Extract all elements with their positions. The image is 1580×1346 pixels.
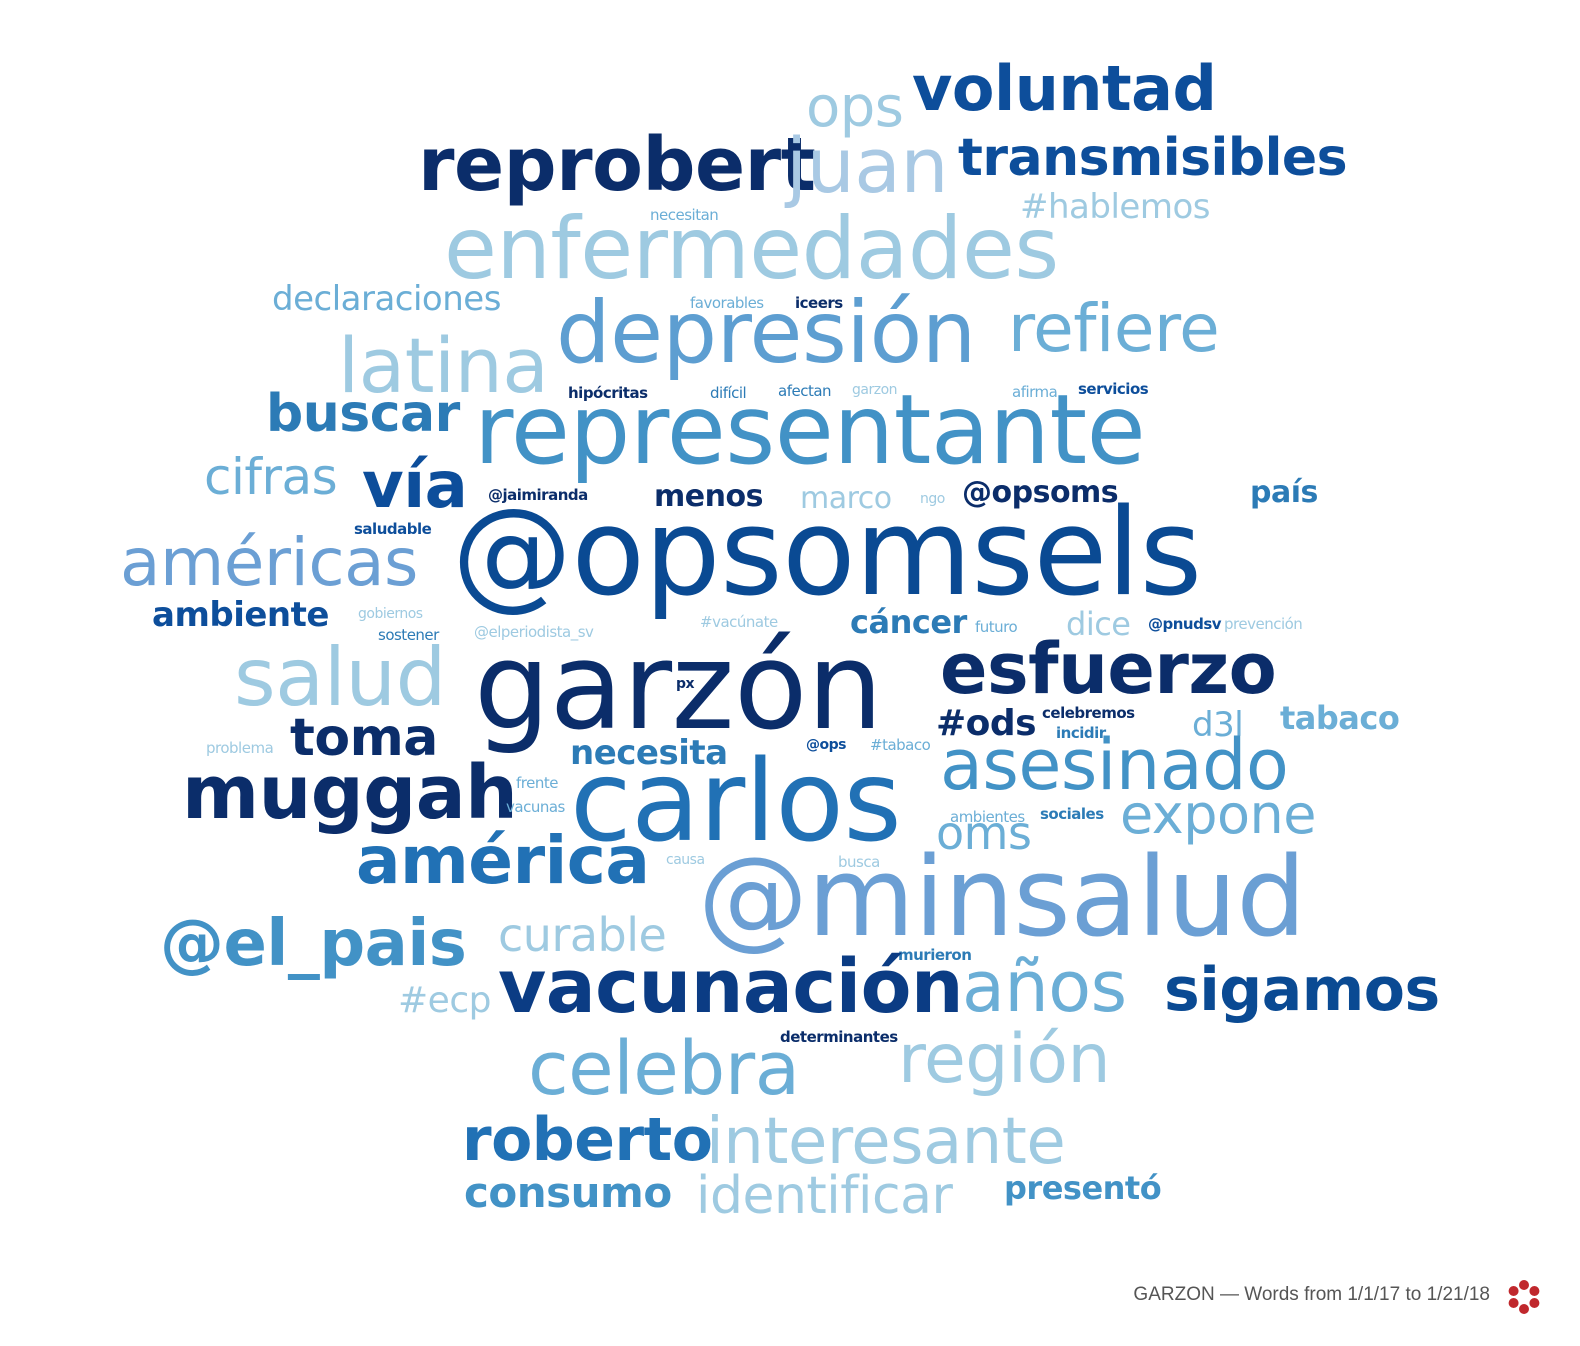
cloud-word: enfermedades (444, 199, 1059, 299)
cloud-word: vacunación (498, 944, 964, 1030)
cloud-word: buscar (266, 384, 460, 444)
cloud-word: américa (356, 822, 650, 899)
cloud-word: #tabaco (870, 736, 931, 754)
cloud-word: @pnudsv (1148, 615, 1222, 633)
cloud-word: cifras (204, 448, 338, 506)
cloud-word: servicios (1078, 380, 1149, 398)
cloud-word: celebra (528, 1026, 800, 1112)
cloud-word: interesante (706, 1105, 1066, 1179)
cloud-word: favorables (690, 294, 764, 312)
cloud-word: ambientes (950, 808, 1025, 826)
cloud-word: depresión (556, 283, 976, 383)
cloud-word: transmisibles (958, 128, 1348, 188)
cloud-word: américas (120, 524, 418, 601)
cloud-word: tabaco (1280, 699, 1400, 737)
cloud-word: reprobert (418, 122, 816, 208)
cloud-word: hipócritas (568, 384, 648, 402)
cloud-word: asesinado (940, 724, 1289, 806)
cloud-word: @opsoms (962, 475, 1119, 510)
cloud-word: marco (800, 481, 892, 516)
cloud-word: #vacúnate (700, 613, 778, 631)
cloud-word: @elperiodista_sv (474, 623, 594, 641)
cloud-word: ops (806, 75, 904, 140)
cloud-word: expone (1120, 783, 1317, 846)
cloud-word: roberto (462, 1105, 713, 1175)
cloud-word: futuro (975, 618, 1018, 636)
cloud-word: saludable (354, 520, 432, 538)
cloud-word: cáncer (850, 603, 967, 641)
cloud-word: @jaimiranda (488, 486, 588, 504)
cloud-word: salud (234, 631, 446, 724)
cloud-word: oms (936, 806, 1032, 860)
cloud-word: necesitan (650, 206, 719, 224)
cloud-word: problema (206, 739, 274, 757)
cloud-word: esfuerzo (940, 628, 1277, 710)
cloud-word: voluntad (912, 52, 1217, 125)
caption: GARZON — Words from 1/1/17 to 1/21/18 (1133, 1284, 1490, 1305)
cloud-word: #hablemos (1020, 187, 1210, 227)
cloud-word: afectan (778, 382, 832, 400)
cloud-word: causa (666, 852, 705, 868)
cloud-word: ambiente (152, 595, 329, 635)
cloud-word: carlos (570, 737, 902, 867)
cloud-word: px (676, 676, 695, 692)
cloud-word: menos (654, 479, 763, 514)
cloud-word: frente (516, 774, 558, 792)
cloud-word: vía (362, 449, 468, 523)
cloud-word: necesita (570, 733, 728, 773)
cloud-word: refiere (1008, 290, 1220, 367)
cloud-word: incidir (1056, 724, 1106, 742)
cloud-word: #ods (936, 703, 1037, 744)
cloud-word: @el_pais (160, 907, 467, 981)
flower-logo-icon (1508, 1280, 1540, 1314)
cloud-word: toma (290, 708, 438, 768)
cloud-word: latina (338, 321, 549, 410)
cloud-word: prevención (1224, 615, 1303, 633)
cloud-word: busca (838, 853, 880, 871)
cloud-word: declaraciones (272, 279, 501, 319)
cloud-word: sociales (1040, 805, 1104, 823)
cloud-word: murieron (898, 946, 972, 964)
cloud-word: sostener (378, 626, 439, 644)
cloud-word: determinantes (780, 1028, 898, 1046)
cloud-word: presentó (1004, 1169, 1162, 1207)
cloud-word: afirma (1012, 383, 1058, 401)
cloud-word: sigamos (1164, 955, 1440, 1025)
cloud-word: dice (1066, 605, 1131, 643)
cloud-word: consumo (464, 1168, 672, 1217)
cloud-word: garzon (852, 382, 898, 398)
cloud-word: @opsomsels (452, 484, 1202, 623)
cloud-word: iceers (795, 294, 843, 312)
cloud-word: celebremos (1042, 704, 1135, 722)
cloud-word: @ops (806, 737, 846, 753)
cloud-word: gobiernos (358, 606, 423, 622)
cloud-word: región (898, 1020, 1111, 1099)
cloud-word: vacunas (506, 798, 565, 816)
cloud-word: identificar (696, 1166, 953, 1226)
cloud-word: país (1250, 475, 1318, 510)
cloud-word: difícil (710, 384, 747, 402)
cloud-word: representante (474, 374, 1146, 486)
cloud-word: #ecp (398, 980, 491, 1021)
cloud-word: muggah (182, 750, 518, 836)
cloud-word: ngo (920, 491, 945, 507)
cloud-word: años (962, 946, 1127, 1028)
cloud-word: d3l (1192, 705, 1244, 745)
cloud-word: garzón (474, 618, 883, 757)
cloud-word: juan (786, 121, 949, 210)
cloud-word: @minsalud (698, 833, 1306, 961)
cloud-word: curable (498, 908, 667, 962)
